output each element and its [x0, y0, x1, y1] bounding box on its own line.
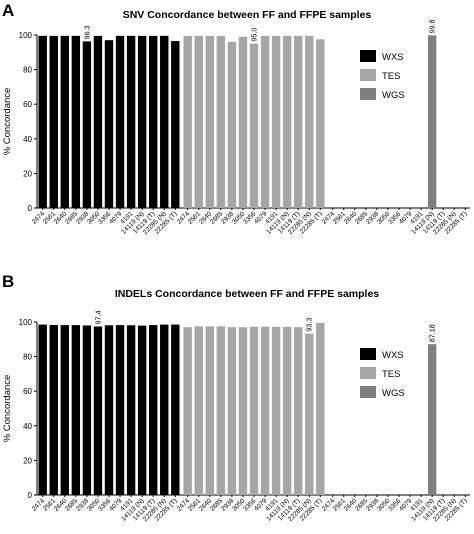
bar-tes: [316, 322, 325, 495]
legend-swatch-wxs: [360, 50, 376, 62]
legend-swatch-wgs: [360, 386, 376, 398]
bar-tes: [194, 326, 203, 495]
data-label: 95.0: [250, 28, 259, 42]
bar-wxs: [149, 35, 158, 208]
bar-tes: [294, 35, 303, 208]
bar-wxs: [149, 325, 158, 495]
data-label: 87.18: [428, 324, 437, 342]
panel-letter-a: A: [2, 1, 14, 20]
y-axis-label: % Concordance: [2, 375, 13, 443]
bar-wxs: [60, 325, 69, 495]
chart-title: INDELs Concordance between FF and FFPE s…: [115, 288, 379, 300]
bar-wxs: [60, 35, 69, 208]
bar-wxs: [126, 325, 136, 495]
y-tick-label: 80: [23, 353, 32, 362]
data-label: 96.3: [82, 25, 91, 39]
legend-label-wxs: WXS: [382, 52, 404, 63]
y-tick-label: 0: [28, 204, 33, 213]
y-tick-label: 0: [28, 491, 33, 500]
bar-tes: [238, 327, 248, 495]
bar-wxs: [49, 324, 58, 495]
bar-wxs: [115, 35, 125, 208]
bar-tes: [305, 333, 314, 495]
bar-tes: [282, 326, 292, 495]
bar-tes: [316, 39, 325, 209]
bar-wgs: [427, 35, 437, 208]
data-label: 97.4: [93, 310, 102, 324]
legend-swatch-wxs: [360, 348, 376, 360]
bar-wxs: [38, 324, 47, 495]
bar-wxs: [160, 324, 169, 495]
bar-wxs: [49, 35, 58, 208]
bar-wxs: [137, 35, 147, 208]
bar-wgs: [427, 344, 437, 495]
y-tick-label: 40: [23, 135, 32, 144]
bar-wxs: [82, 325, 92, 495]
legend-label-wgs: WGS: [382, 388, 405, 399]
bar-tes: [205, 35, 214, 208]
bar-tes: [282, 35, 292, 208]
bar-wxs: [71, 325, 81, 495]
bar-wxs: [126, 35, 136, 208]
data-label: 99.8: [428, 19, 437, 33]
bar-wxs: [93, 326, 103, 495]
y-axis-label: % Concordance: [2, 88, 13, 156]
legend-label-tes: TES: [382, 71, 400, 82]
bar-tes: [305, 35, 314, 208]
bar-tes: [249, 43, 259, 209]
bar-wxs: [93, 35, 103, 208]
bar-wxs: [137, 325, 147, 495]
data-label: 93.3: [305, 318, 314, 332]
bar-tes: [271, 35, 281, 208]
bar-tes: [183, 327, 192, 495]
bar-tes: [294, 327, 303, 495]
bar-tes: [238, 36, 248, 209]
bar-tes: [216, 35, 226, 208]
legend-label-wxs: WXS: [382, 350, 404, 361]
bar-wxs: [104, 325, 114, 495]
y-tick-label: 60: [23, 387, 32, 396]
bar-tes: [227, 327, 237, 495]
y-tick-label: 80: [23, 66, 32, 75]
legend-swatch-wgs: [360, 88, 376, 100]
y-tick-label: 20: [23, 456, 32, 465]
legend-swatch-tes: [360, 367, 376, 379]
bar-tes: [249, 326, 259, 495]
y-tick-label: 100: [19, 318, 33, 327]
y-tick-label: 60: [23, 100, 32, 109]
legend-label-tes: TES: [382, 369, 400, 380]
bar-tes: [260, 326, 270, 495]
bar-wxs: [115, 325, 125, 495]
y-tick-label: 40: [23, 422, 32, 431]
bar-wxs: [160, 35, 169, 208]
bar-tes: [271, 326, 281, 495]
y-tick-label: 100: [19, 31, 33, 40]
bar-tes: [205, 326, 214, 495]
bar-wxs: [38, 35, 47, 208]
bar-wxs: [104, 40, 114, 208]
bar-tes: [227, 41, 237, 208]
panel-letter-b: B: [2, 272, 14, 291]
bar-tes: [260, 35, 270, 208]
bar-tes: [216, 326, 226, 495]
chart-title: SNV Concordance between FF and FFPE samp…: [123, 9, 372, 21]
bar-wxs: [171, 324, 180, 495]
bar-wxs: [71, 35, 81, 208]
bar-tes: [194, 35, 203, 208]
bar-tes: [183, 35, 192, 208]
bar-wxs: [171, 41, 180, 209]
y-tick-label: 20: [23, 169, 32, 178]
legend-swatch-tes: [360, 69, 376, 81]
bar-wxs: [82, 41, 92, 208]
legend-label-wgs: WGS: [382, 90, 405, 101]
